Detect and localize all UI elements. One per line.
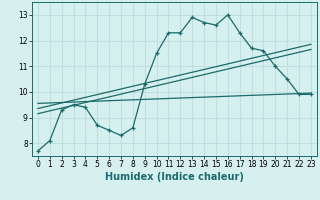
X-axis label: Humidex (Indice chaleur): Humidex (Indice chaleur) [105,172,244,182]
